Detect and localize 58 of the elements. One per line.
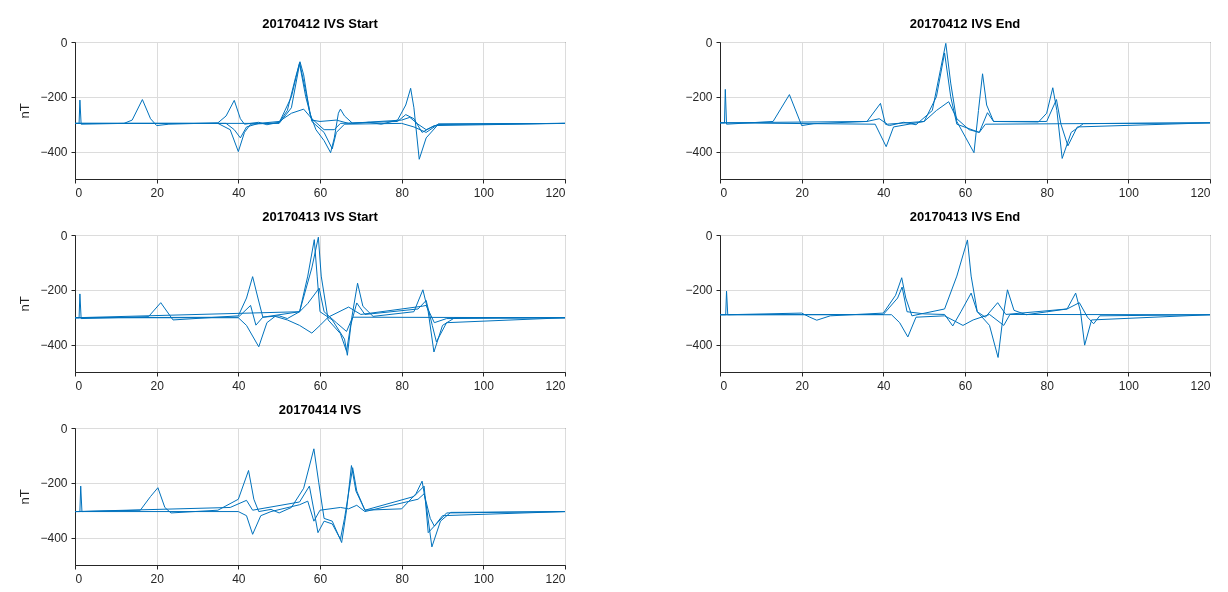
y-tick-label: −400 (40, 145, 68, 160)
x-tick-label: 20 (150, 185, 165, 200)
x-tick-label: 20 (795, 185, 810, 200)
x-tick-label: 0 (75, 571, 83, 586)
x-tick-label: 40 (232, 185, 246, 200)
x-tick-label: 80 (1040, 378, 1055, 393)
x-tick-label: 20 (150, 571, 165, 586)
x-tick-label: 100 (1118, 378, 1140, 393)
x-tick-label: 0 (75, 378, 83, 393)
chart-title: 20170413 IVS Start (262, 209, 379, 224)
x-tick-label: 60 (958, 378, 973, 393)
x-tick-label: 80 (1040, 185, 1055, 200)
x-tick-label: 40 (232, 378, 246, 393)
y-tick-label: −400 (685, 338, 713, 353)
y-tick-label: 0 (705, 228, 713, 243)
y-tick-label: 0 (60, 421, 68, 436)
x-tick-label: 100 (473, 571, 495, 586)
y-tick-label: −200 (685, 90, 713, 105)
x-tick-label: 100 (473, 378, 495, 393)
x-tick-label: 80 (395, 571, 410, 586)
x-tick-label: 100 (1118, 185, 1140, 200)
x-tick-label: 120 (1190, 378, 1211, 393)
x-tick-label: 60 (958, 185, 973, 200)
x-tick-label: 0 (75, 185, 83, 200)
x-tick-label: 80 (395, 378, 410, 393)
y-axis-title: nT (17, 103, 33, 119)
y-tick-label: −400 (685, 145, 713, 160)
x-tick-label: 0 (720, 378, 728, 393)
chart-title: 20170414 IVS (278, 402, 362, 417)
y-axis-title: nT (17, 296, 33, 312)
y-tick-label: −400 (40, 338, 68, 353)
x-tick-label: 120 (545, 378, 566, 393)
y-tick-label: 0 (60, 228, 68, 243)
x-tick-label: 120 (1190, 185, 1211, 200)
x-tick-label: 120 (545, 185, 566, 200)
x-tick-label: 60 (313, 378, 328, 393)
x-tick-label: 0 (720, 185, 728, 200)
x-tick-label: 40 (232, 571, 246, 586)
y-tick-label: −200 (40, 476, 68, 491)
x-tick-label: 100 (473, 185, 495, 200)
y-tick-label: −200 (40, 90, 68, 105)
chart-title: 20170413 IVS End (909, 209, 1021, 224)
x-tick-label: 60 (313, 185, 328, 200)
chart-title: 20170412 IVS End (909, 16, 1021, 31)
y-axis-title: nT (17, 489, 33, 505)
y-tick-label: 0 (60, 35, 68, 50)
x-tick-label: 20 (795, 378, 810, 393)
x-tick-label: 60 (313, 571, 328, 586)
y-tick-label: 0 (705, 35, 713, 50)
x-tick-label: 40 (877, 185, 891, 200)
y-tick-label: −400 (40, 531, 68, 546)
x-tick-label: 20 (150, 378, 165, 393)
y-tick-label: −200 (40, 283, 68, 298)
x-tick-label: 120 (545, 571, 566, 586)
x-tick-label: 40 (877, 378, 891, 393)
chart-title: 20170412 IVS Start (262, 16, 379, 31)
x-tick-label: 80 (395, 185, 410, 200)
y-tick-label: −200 (685, 283, 713, 298)
